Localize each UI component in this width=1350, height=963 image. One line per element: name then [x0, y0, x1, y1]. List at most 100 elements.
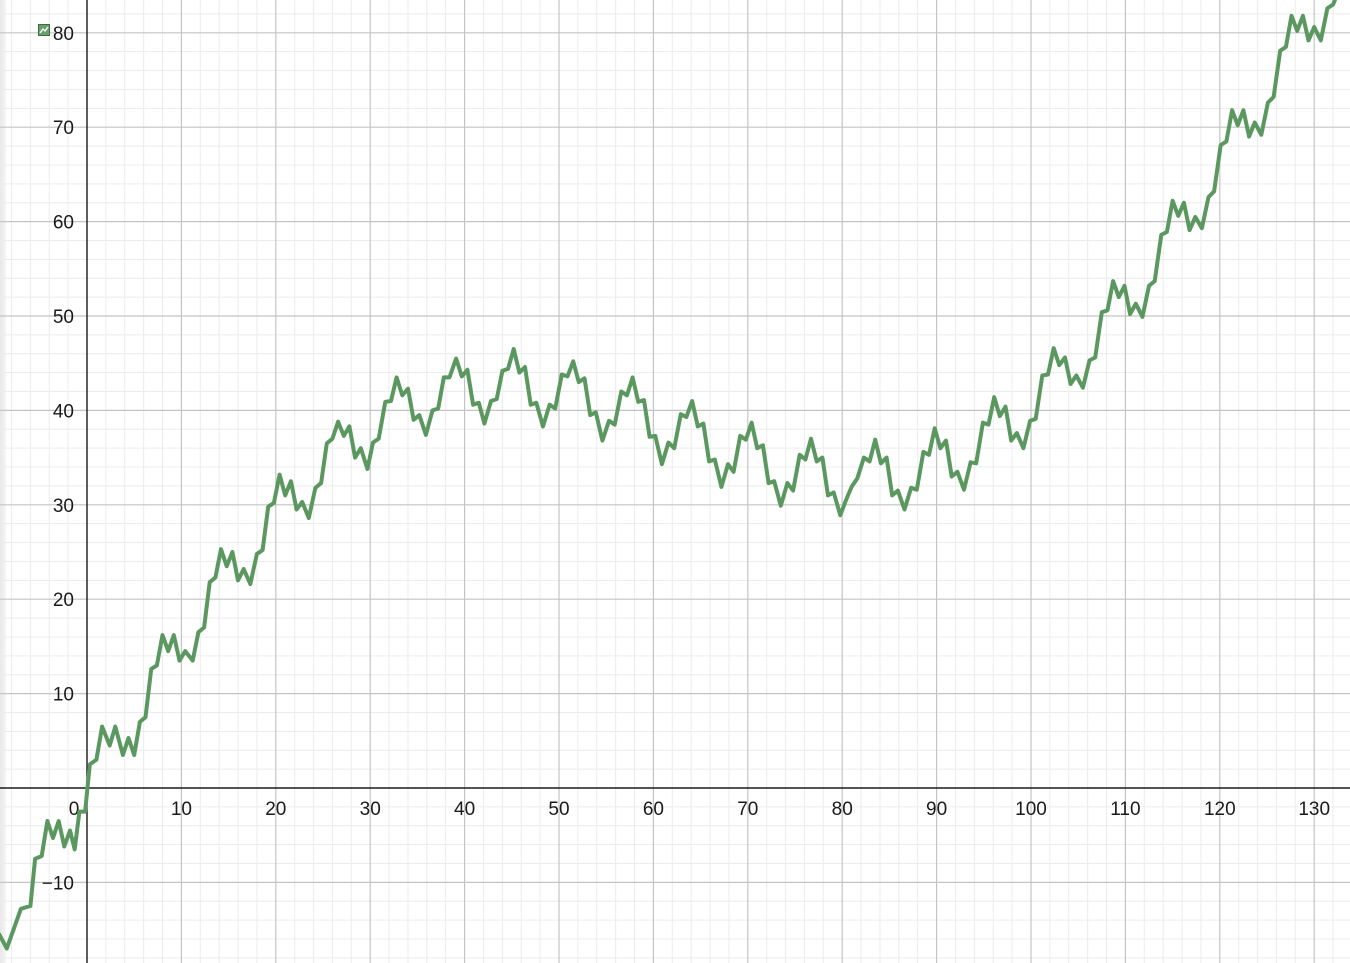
graph-settings-icon[interactable] — [38, 24, 50, 36]
x-tick-label: 80 — [832, 799, 853, 820]
data-point — [903, 508, 906, 511]
data-point — [1029, 420, 1031, 422]
data-point — [524, 366, 526, 368]
x-tick-label: 10 — [171, 799, 192, 820]
left-panel-edge — [0, 0, 6, 963]
data-point — [745, 438, 747, 441]
x-tick-label: 20 — [265, 799, 286, 820]
series-line[interactable] — [0, 0, 1339, 951]
x-tick-label: 30 — [360, 799, 381, 820]
x-tick-label: 130 — [1298, 799, 1330, 820]
data-point — [856, 477, 859, 480]
data-point — [1302, 15, 1304, 17]
data-point — [437, 407, 440, 410]
y-tick-label: 40 — [53, 401, 74, 422]
y-tick-labels: −10 10 20 30 40 50 60 70 80 — [42, 24, 74, 895]
data-point — [850, 486, 853, 488]
data-point — [578, 381, 580, 383]
data-point — [631, 376, 634, 379]
y-tick-label: 70 — [53, 118, 74, 139]
x-tick-label: 120 — [1204, 799, 1236, 820]
data-point — [29, 905, 32, 907]
x-tick-label: 100 — [1015, 799, 1047, 820]
data-point — [1148, 285, 1150, 287]
data-point — [773, 480, 775, 483]
data-point — [89, 763, 91, 766]
data-point — [566, 375, 569, 378]
x-tick-label: 110 — [1110, 799, 1140, 820]
data-point — [278, 473, 281, 476]
data-point — [714, 458, 716, 461]
data-point — [845, 499, 847, 501]
data-point — [407, 387, 409, 390]
data-point — [461, 375, 463, 378]
data-point — [832, 491, 835, 494]
data-point — [501, 370, 504, 372]
data-point — [84, 810, 86, 813]
x-tick-label: 60 — [643, 799, 664, 820]
data-point — [472, 403, 474, 406]
data-point — [821, 456, 824, 459]
data-point — [554, 407, 556, 410]
data-point — [1285, 46, 1287, 48]
data-point — [1194, 216, 1197, 218]
data-point — [167, 650, 169, 652]
data-point — [1064, 356, 1066, 359]
y-tick-label: 10 — [53, 685, 74, 706]
data-point — [6, 947, 8, 950]
data-point — [987, 423, 990, 426]
x-tick-labels: 0 10 20 30 40 50 60 70 80 90 100 110 120 130 — [69, 799, 1330, 820]
series-layer — [0, 0, 1339, 951]
data-point — [1267, 101, 1269, 104]
data-point — [20, 908, 22, 910]
data-point — [804, 458, 807, 461]
data-point — [348, 425, 351, 428]
data-point — [1231, 109, 1233, 111]
data-point — [815, 460, 818, 463]
y-tick-label: 20 — [53, 590, 74, 611]
data-point — [412, 419, 415, 421]
data-point — [139, 721, 141, 723]
data-point — [868, 460, 871, 463]
data-point — [1242, 109, 1245, 111]
data-point — [613, 423, 616, 426]
data-point — [1307, 39, 1310, 42]
data-point — [518, 371, 521, 374]
data-point — [483, 422, 486, 425]
data-point — [1101, 311, 1103, 314]
data-point — [810, 437, 812, 440]
data-point — [507, 368, 509, 370]
data-point — [256, 553, 258, 555]
data-point — [1177, 215, 1180, 217]
data-point — [242, 568, 245, 570]
data-point — [1041, 374, 1044, 377]
data-point — [950, 475, 953, 478]
data-point — [455, 357, 457, 360]
data-point — [1166, 231, 1168, 233]
data-point — [792, 489, 794, 492]
data-point — [583, 377, 586, 380]
data-point — [880, 462, 882, 465]
data-point — [608, 420, 610, 422]
data-point — [1088, 359, 1091, 362]
data-point — [1069, 383, 1072, 385]
data-point — [535, 402, 538, 404]
y-tick-label: −10 — [42, 873, 74, 894]
data-point — [702, 422, 705, 425]
data-point — [654, 435, 657, 437]
data-point — [839, 514, 842, 516]
data-point — [448, 376, 451, 379]
data-point — [637, 401, 640, 403]
data-point — [1129, 313, 1131, 315]
data-point — [173, 634, 175, 636]
data-point — [331, 437, 334, 440]
data-point — [73, 848, 76, 851]
data-point — [395, 376, 398, 379]
data-point — [52, 837, 54, 839]
data-point — [548, 403, 551, 406]
data-point — [384, 401, 387, 403]
